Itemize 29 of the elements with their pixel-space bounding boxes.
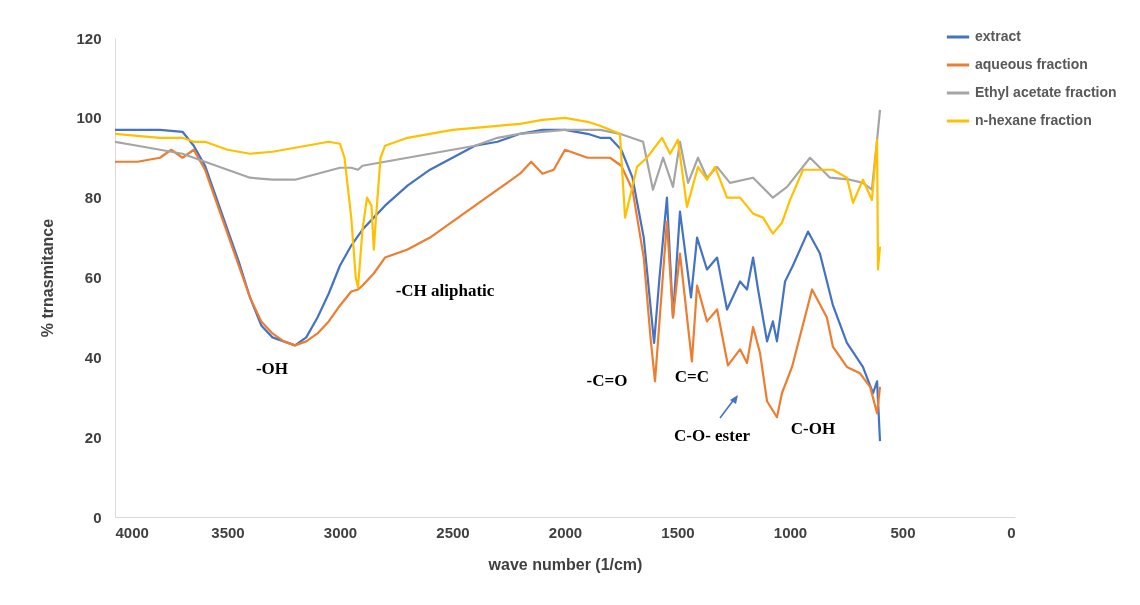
legend-label: n-hexane fraction (975, 112, 1092, 128)
legend-label: aqueous fraction (975, 56, 1088, 72)
annotation: C-OH (790, 419, 836, 439)
x-axis-title: wave number (1/cm) (487, 555, 643, 573)
legend-label: Ethyl acetate fraction (975, 84, 1117, 100)
annotation: C=C (674, 367, 710, 387)
y-tick-label: 100 (76, 109, 102, 127)
y-tick-label: 20 (84, 428, 102, 446)
annotation: -CH aliphatic (395, 281, 495, 301)
line-series (115, 108, 882, 199)
y-tick-label: 120 (76, 29, 102, 47)
x-tick-label: 1000 (773, 523, 808, 541)
x-tick-label: 0 (1007, 523, 1016, 541)
annotation: C-O- ester (674, 426, 751, 445)
legend-label: extract (975, 28, 1022, 44)
x-tick-label: 3500 (211, 523, 245, 541)
x-tick-label: 3000 (323, 523, 358, 541)
x-tick-label: 4000 (115, 523, 149, 541)
y-tick-label: 0 (93, 508, 102, 526)
x-tick-label: 500 (890, 523, 916, 541)
y-tick-label: 40 (84, 348, 102, 366)
annotation: -C=O (586, 371, 628, 391)
x-tick-label: 2500 (436, 523, 470, 541)
annotation: -OH (255, 359, 289, 379)
y-axis-title: % trnasmitance (39, 218, 57, 338)
x-tick-label: 2000 (548, 523, 583, 541)
x-tick-label: 1500 (661, 523, 695, 541)
y-tick-label: 80 (84, 189, 102, 207)
y-tick-label: 60 (84, 269, 102, 286)
